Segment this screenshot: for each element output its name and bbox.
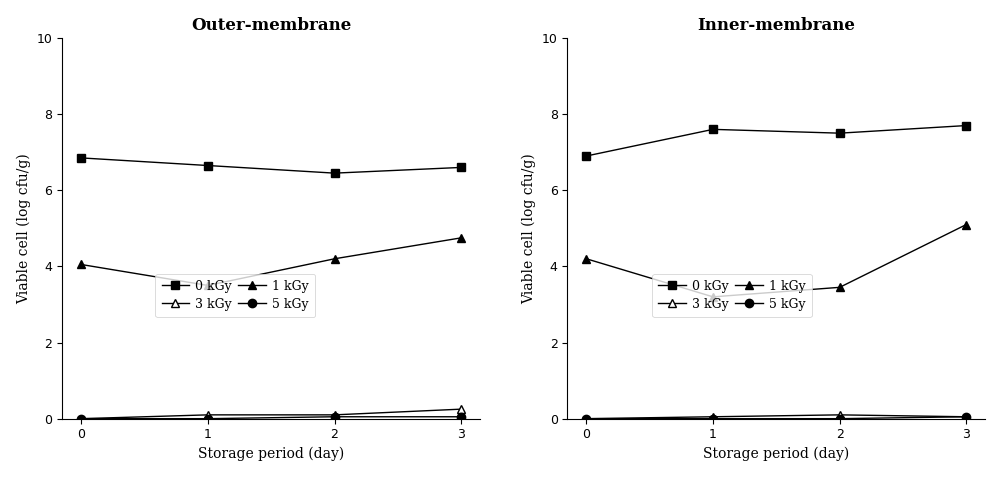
X-axis label: Storage period (day): Storage period (day) [198, 447, 345, 461]
X-axis label: Storage period (day): Storage period (day) [703, 447, 850, 461]
Legend: 0 kGy, 3 kGy, 1 kGy, 5 kGy: 0 kGy, 3 kGy, 1 kGy, 5 kGy [652, 274, 812, 317]
Legend: 0 kGy, 3 kGy, 1 kGy, 5 kGy: 0 kGy, 3 kGy, 1 kGy, 5 kGy [155, 274, 315, 317]
Y-axis label: Viable cell (log cfu/g): Viable cell (log cfu/g) [522, 153, 536, 304]
Title: Outer-membrane: Outer-membrane [191, 17, 352, 33]
Title: Inner-membrane: Inner-membrane [697, 17, 856, 33]
Y-axis label: Viable cell (log cfu/g): Viable cell (log cfu/g) [17, 153, 31, 304]
